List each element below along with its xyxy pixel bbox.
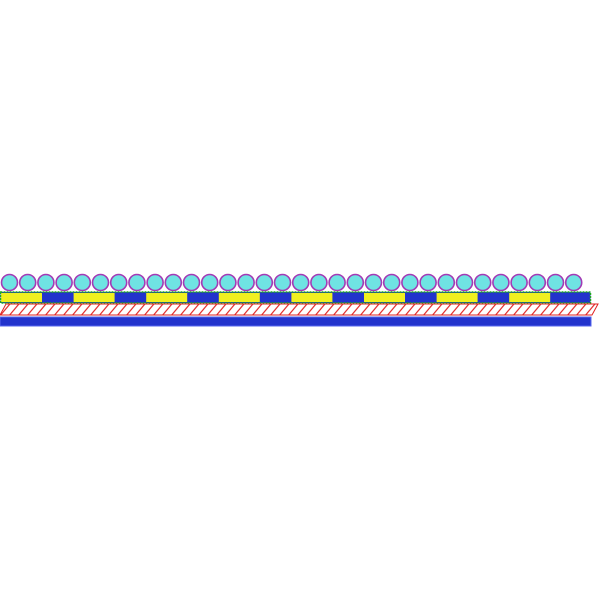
particle: [328, 273, 346, 292]
particle: [182, 273, 201, 292]
particle: [528, 273, 547, 292]
particle: [109, 273, 128, 292]
yellow-segment: [73, 293, 115, 302]
particle: [401, 273, 419, 292]
particle: [310, 273, 328, 292]
particle: [37, 273, 55, 292]
particle: [219, 273, 237, 292]
particle-row: [0, 273, 583, 292]
particle: [128, 273, 146, 292]
patterned-layer-border: [0, 291, 592, 304]
particle: [146, 273, 164, 292]
particle: [55, 273, 73, 292]
particle: [200, 273, 219, 292]
particle: [91, 273, 110, 292]
patterned-layer: [0, 291, 592, 304]
particle: [346, 273, 365, 292]
yellow-segment: [291, 293, 333, 302]
yellow-segment: [146, 293, 188, 302]
yellow-segment: [364, 293, 405, 302]
base-layer: [0, 316, 592, 327]
particle: [18, 273, 37, 292]
particle: [164, 273, 183, 292]
particle: [564, 273, 583, 292]
particle: [291, 273, 310, 292]
yellow-segment: [1, 293, 42, 302]
particle: [255, 273, 274, 292]
hatched-layer-shape: [0, 304, 598, 315]
particle: [546, 273, 565, 292]
particle: [437, 273, 456, 292]
yellow-segment: [509, 293, 551, 302]
particle: [510, 273, 528, 292]
particle: [0, 273, 19, 292]
particle: [473, 273, 492, 292]
yellow-segment: [436, 293, 478, 302]
hatched-layer-border: [0, 303, 599, 316]
hatched-layer: [0, 303, 599, 316]
particle: [73, 273, 92, 292]
yellow-segment: [218, 293, 260, 302]
particle: [382, 273, 401, 292]
particle: [364, 273, 383, 292]
particle: [419, 273, 437, 292]
particle: [455, 273, 474, 292]
particle: [237, 273, 255, 292]
particle: [273, 273, 292, 292]
particle: [492, 273, 510, 292]
